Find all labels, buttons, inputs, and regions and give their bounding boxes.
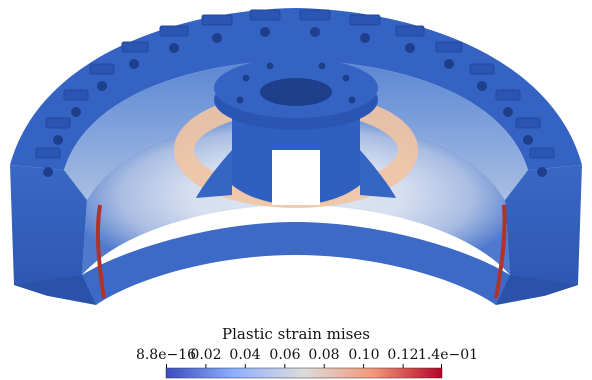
bolt-holes: [43, 27, 547, 177]
colorbar-ticks: [166, 364, 442, 368]
colorbar-tick-label: 0.02: [190, 347, 222, 363]
high-strain-streak-right: [494, 204, 507, 299]
bolt-slots: [35, 9, 555, 159]
cross-section-profile: [82, 222, 510, 305]
colorbar-tick-label: 8.8e−16: [135, 347, 197, 363]
cut-face-left: [10, 165, 87, 296]
colorbar-tick-label: 0.08: [308, 347, 340, 363]
hub-cutout: [272, 150, 320, 205]
flange-holes: [236, 62, 356, 104]
colorbar-tick-label: 0.06: [269, 347, 301, 363]
cut-face-right: [505, 165, 582, 296]
colorbar-title: Plastic strain mises: [222, 325, 370, 343]
colorbar-tick-label: 0.04: [229, 347, 261, 363]
hub-fillet: [196, 150, 396, 198]
high-strain-streak-left: [95, 204, 106, 299]
colorbar-gradient: [165, 367, 443, 379]
colorbar-tick-label: 0.12: [387, 347, 419, 363]
colorbar-tick-label: 1.4e−01: [417, 347, 479, 363]
hub-bore: [260, 78, 332, 106]
inner-bowl-wall: [64, 60, 528, 200]
colorbar-tick-label: 0.10: [348, 347, 380, 363]
